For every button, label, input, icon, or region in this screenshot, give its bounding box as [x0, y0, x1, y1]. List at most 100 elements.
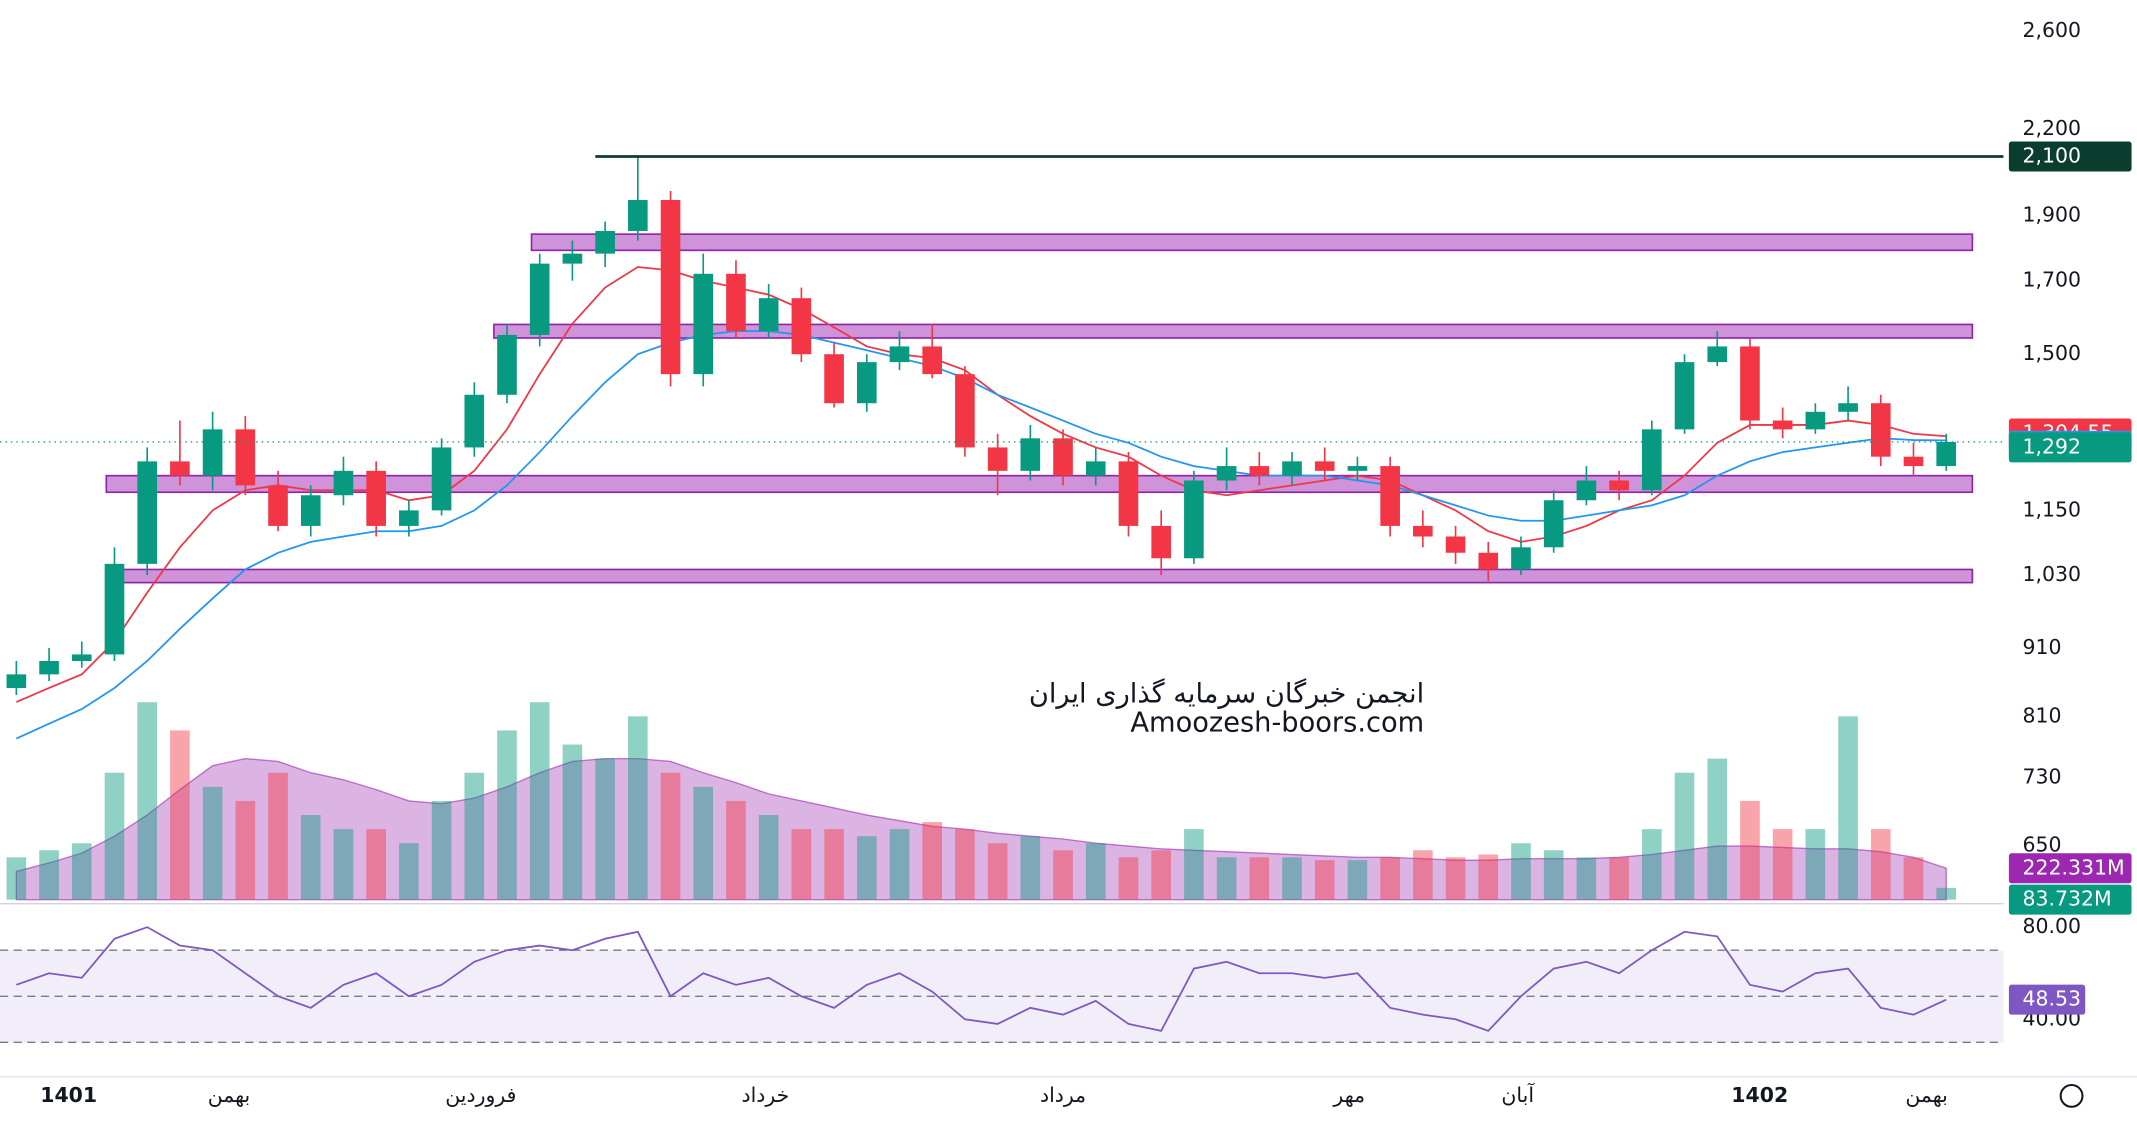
- candle-body: [366, 470, 386, 526]
- volume-bar: [1380, 857, 1400, 900]
- volume-bar: [791, 829, 812, 900]
- volume-bar: [1805, 829, 1826, 900]
- y-tick-label: 1,700: [2023, 268, 2082, 292]
- volume-bar: [562, 744, 583, 900]
- candle-body: [595, 230, 615, 254]
- y-tick-label: 1,500: [2023, 341, 2082, 365]
- candle-body: [170, 461, 190, 476]
- volume-ma-area: [15, 757, 1947, 901]
- candle-body: [1216, 466, 1237, 481]
- price-badge-label: 1,292: [2023, 434, 2082, 458]
- volume-bar: [1151, 850, 1171, 900]
- volume-bar: [1085, 843, 1106, 900]
- x-tick-label: بهمن: [208, 1083, 250, 1107]
- candle-body: [39, 661, 59, 675]
- candle-body: [137, 461, 158, 564]
- candle-body: [1609, 480, 1629, 491]
- candle-body: [758, 298, 779, 332]
- volume-bar: [987, 843, 1008, 900]
- candle-body: [71, 654, 92, 662]
- x-tick-label: بهمن: [1905, 1083, 1947, 1107]
- candle-body: [660, 200, 681, 375]
- volume-bar: [464, 772, 485, 900]
- volume-bar: [824, 829, 844, 900]
- x-tick-label: خرداد: [741, 1083, 789, 1107]
- volume-bar: [1740, 800, 1760, 900]
- candle-body: [1576, 480, 1597, 501]
- volume-bar: [1445, 857, 1466, 900]
- x-tick-label: فروردین: [445, 1083, 516, 1107]
- candle-body: [1413, 525, 1433, 537]
- candle-body: [1674, 362, 1695, 430]
- candle-body: [1936, 441, 1957, 467]
- candle-body: [529, 263, 550, 335]
- candle-body: [1249, 466, 1270, 476]
- volume-bar: [1936, 887, 1957, 900]
- candle-body: [726, 273, 746, 332]
- candle-body: [1838, 403, 1858, 412]
- candle-body: [1184, 480, 1204, 559]
- candle-body: [1772, 420, 1793, 430]
- candle-body: [1740, 346, 1760, 421]
- volume-bar: [1576, 857, 1597, 900]
- rsi-line: [16, 926, 1947, 1032]
- candle-body: [1543, 500, 1564, 548]
- volume-bar: [170, 730, 190, 900]
- volume-bar: [1347, 860, 1368, 900]
- settings-icon[interactable]: [2059, 1083, 2084, 1108]
- volume-bar: [1543, 850, 1564, 900]
- candle-body: [300, 495, 321, 526]
- candle-body: [431, 447, 452, 511]
- candle-body: [1347, 466, 1368, 471]
- volume-bar: [1118, 857, 1139, 900]
- volume-bar: [660, 772, 681, 900]
- rsi-badge: [2008, 984, 2086, 1015]
- volume-bar: [300, 815, 321, 900]
- volume-bar: [497, 730, 517, 900]
- x-tick-label: 1402: [1731, 1083, 1788, 1107]
- volume-bar: [628, 716, 648, 900]
- volume-bar: [39, 850, 59, 900]
- volume-bar: [955, 829, 975, 900]
- y-tick-label: 1,150: [2023, 497, 2082, 521]
- candle-body: [856, 362, 877, 404]
- candle-body: [955, 374, 975, 448]
- candle-body: [235, 429, 256, 486]
- candle-body: [1380, 466, 1400, 526]
- rsi-badge-label: 48.53: [2023, 987, 2082, 1011]
- candle-body: [791, 298, 812, 355]
- candle-body: [497, 334, 517, 395]
- zone: [105, 568, 1974, 584]
- volume-bar: [1903, 857, 1924, 900]
- candle-body: [693, 273, 714, 375]
- candle-body: [824, 354, 844, 404]
- moving-average: [15, 330, 1947, 740]
- y-tick-label: 2,200: [2023, 116, 2082, 140]
- volume-bar: [1707, 758, 1728, 900]
- volume-bar: [1870, 829, 1891, 900]
- volume-bar: [1772, 829, 1793, 900]
- candle-body: [562, 253, 583, 264]
- candle-body: [1085, 461, 1106, 476]
- volume-bar: [856, 836, 877, 900]
- y-tick-label: 1,900: [2023, 202, 2082, 226]
- volume-bar: [104, 772, 125, 900]
- price-badge-label: 222.331M: [2023, 855, 2125, 879]
- volume-bar: [202, 786, 223, 900]
- candle-body: [268, 485, 288, 526]
- candle-body: [1282, 461, 1302, 476]
- volume-bar: [595, 758, 615, 900]
- candle-body: [1903, 456, 1924, 467]
- volume-bar: [71, 843, 92, 900]
- volume-bar: [1314, 860, 1335, 900]
- volume-bar: [758, 815, 779, 900]
- volume-bar: [529, 702, 550, 900]
- y-tick-label: 810: [2023, 703, 2062, 727]
- candle-body: [333, 470, 354, 496]
- candle-body: [1445, 536, 1466, 553]
- y-tick-label: 1,030: [2023, 562, 2082, 586]
- watermark: انجمن خبرگان سرمایه گذاری ایران: [1029, 678, 1424, 710]
- zone: [530, 233, 1974, 252]
- candle-body: [399, 510, 419, 526]
